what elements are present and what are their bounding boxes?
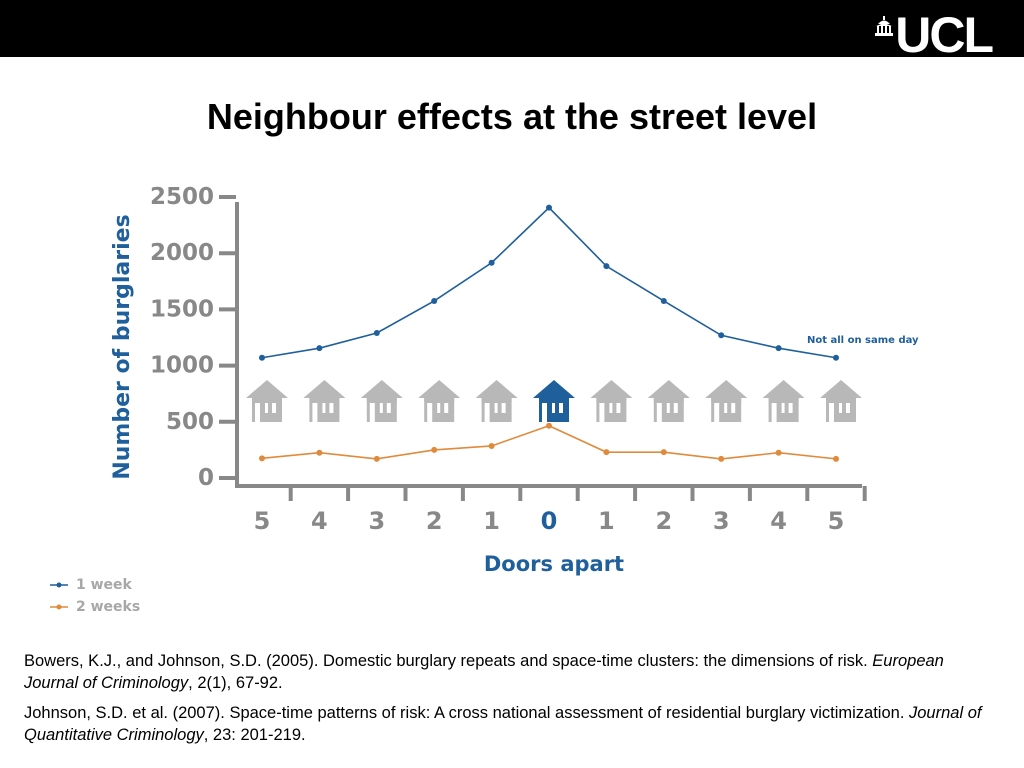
series-1-point [373, 330, 380, 337]
series-2-point [373, 455, 380, 462]
x-axis-label: Doors apart [484, 552, 624, 576]
house-icon [820, 380, 862, 422]
slide-title: Neighbour effects at the street level [206, 96, 818, 137]
legend-label-2-weeks: 2 weeks [76, 599, 141, 615]
y-tick-label: 2000 [150, 240, 214, 266]
house-icon [647, 380, 690, 422]
reference-2-details: , 23: 201-219. [203, 726, 306, 744]
series-1-point [775, 345, 782, 352]
reference-1: Bowers, K.J., and Johnson, S.D. (2005). … [24, 650, 994, 694]
reference-1-text: Bowers, K.J., and Johnson, S.D. (2005). … [24, 652, 873, 670]
references: Bowers, K.J., and Johnson, S.D. (2005). … [24, 650, 994, 754]
series-1-point [316, 345, 323, 352]
x-tick-label: 3 [713, 507, 730, 535]
portico-icon [875, 16, 894, 36]
annotation-not-all-same-day: Not all on same day [807, 335, 919, 346]
series-1-point [603, 263, 610, 270]
x-tick-label: 2 [426, 507, 443, 535]
series-line-1 [261, 206, 837, 359]
x-tick-label: 3 [368, 507, 385, 535]
legend-marker-2-weeks [50, 604, 68, 610]
series-2-point [603, 449, 610, 456]
series-1-point [718, 332, 725, 339]
series-1-point [546, 204, 552, 211]
house-icon [533, 380, 575, 422]
reference-2-journal: Journal of Quantitative Criminology [24, 704, 982, 744]
house-icon [475, 380, 518, 422]
house-icon [705, 380, 748, 422]
y-tick-label: 0 [198, 465, 214, 491]
house-icon [246, 380, 288, 422]
x-tick-label: 5 [828, 507, 845, 535]
house-icon [762, 380, 805, 422]
reference-1-details: , 2(1), 67-92. [188, 674, 283, 692]
y-tick-label: 500 [166, 409, 214, 435]
x-tick-label: 1 [483, 507, 500, 535]
burglary-chart: Number of burglaries 2500200015001000500… [110, 184, 919, 576]
y-tick-label: 1000 [150, 353, 214, 379]
series-2-point [833, 455, 839, 462]
legend: 1 week 2 weeks [50, 574, 140, 618]
x-tick-label: 4 [770, 507, 787, 535]
series-2-point [660, 449, 667, 456]
legend-item-2-weeks: 2 weeks [50, 596, 140, 618]
series-2-point [775, 449, 782, 456]
series-line-2 [261, 424, 837, 460]
series-2-point [488, 442, 495, 449]
house-icon [360, 380, 403, 422]
x-tick-label: 1 [598, 507, 615, 535]
series-2-point [546, 422, 552, 429]
reference-2-text: Johnson, S.D. et al. (2007). Space-time … [24, 704, 909, 722]
house-icon [418, 380, 461, 422]
series-2-point [316, 449, 323, 456]
series-2-point [431, 446, 438, 453]
x-tick-label: 2 [655, 507, 672, 535]
house-icon [590, 380, 633, 422]
series-2-point [718, 455, 725, 462]
header-bar: UCL [0, 0, 1024, 63]
series-1-point [488, 259, 495, 266]
series-1-point [833, 354, 839, 361]
series-1-point [660, 297, 667, 304]
legend-marker-1-week [50, 582, 68, 588]
reference-1-journal: European Journal of Criminology [24, 652, 944, 692]
series-1-point [259, 354, 265, 361]
x-tick-label: 5 [254, 507, 271, 535]
y-axis-label: Number of burglaries [110, 214, 135, 479]
legend-item-1-week: 1 week [50, 574, 140, 596]
x-tick-label: 0 [541, 507, 558, 535]
y-tick-label: 2500 [150, 184, 214, 210]
reference-2: Johnson, S.D. et al. (2007). Space-time … [24, 702, 994, 746]
legend-label-1-week: 1 week [76, 577, 132, 593]
logo-text: UCL [895, 7, 994, 63]
house-icon [303, 380, 346, 422]
series-1-point [431, 297, 438, 304]
x-tick-label: 4 [311, 507, 328, 535]
series-2-point [259, 455, 265, 462]
y-tick-label: 1500 [150, 296, 214, 322]
ucl-logo: UCL [875, 7, 994, 63]
